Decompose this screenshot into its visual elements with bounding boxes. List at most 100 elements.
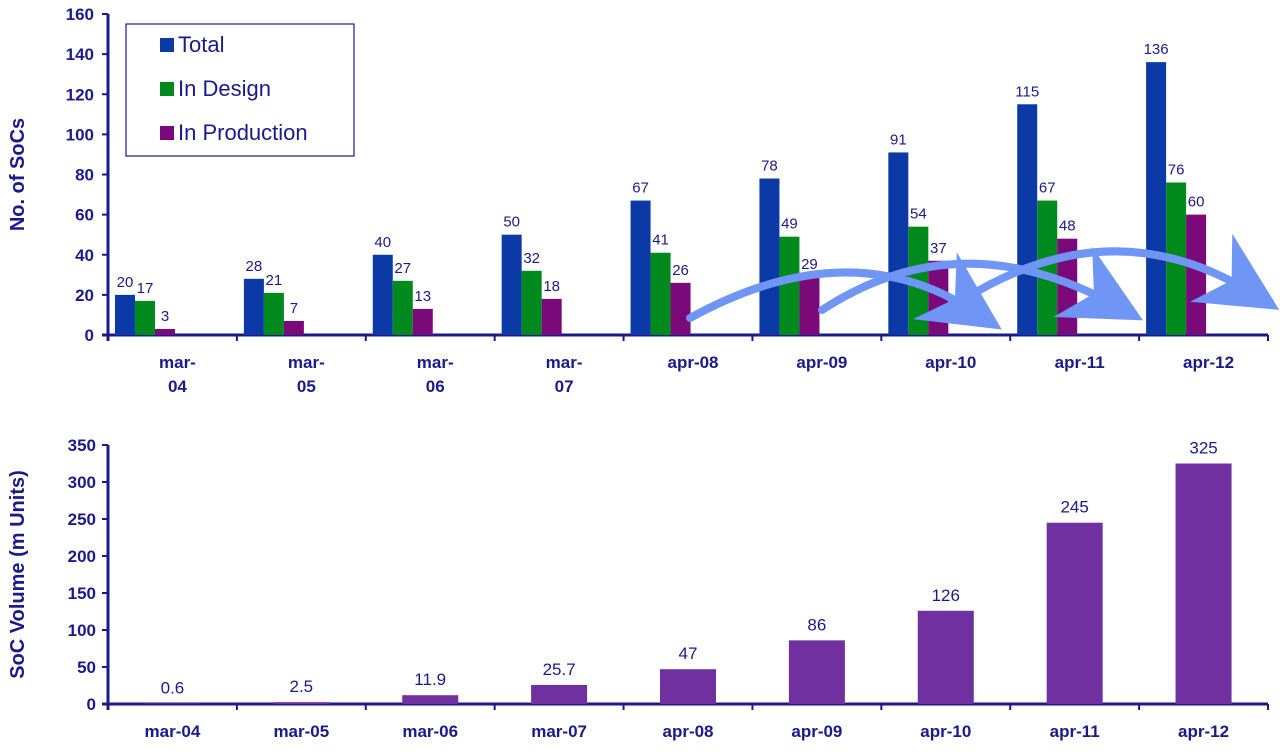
trend-arrows	[686, 233, 1280, 330]
data-label: 49	[781, 216, 798, 233]
x-tick-label: apr-08	[667, 353, 718, 372]
data-label: 2.5	[290, 677, 314, 696]
data-label: 18	[543, 278, 560, 295]
data-label: 126	[932, 586, 960, 605]
x-tick-label: apr-12	[1178, 722, 1229, 741]
data-label: 41	[652, 232, 669, 249]
x-tick-label: mar-05	[288, 353, 325, 396]
bar-in-production	[541, 298, 562, 335]
bar-soc-volume	[788, 640, 845, 704]
data-label: 76	[1168, 162, 1185, 179]
data-label: 78	[761, 158, 778, 175]
curved-arrow	[954, 233, 1280, 310]
bar-total	[1146, 62, 1167, 336]
bar-in-production	[670, 282, 691, 335]
chart-bottom: 0 50 100 150 200 250 300 350 mar-04 mar-05 mar-06 m…	[7, 436, 1269, 741]
x-tick-label: mar-05	[273, 722, 329, 741]
x-tick-label: apr-11	[1055, 353, 1105, 372]
bar-soc-volume	[1046, 522, 1103, 704]
bar-in-design	[521, 270, 542, 335]
y-axis-title-bottom: SoC Volume (m Units)	[7, 470, 29, 679]
y-tick-label: 50	[77, 658, 96, 677]
data-label: 48	[1059, 218, 1076, 235]
x-tick-label: apr-10	[920, 722, 971, 741]
data-label: 20	[117, 274, 134, 291]
data-label: 13	[414, 288, 431, 305]
y-tick-label: 120	[66, 85, 94, 104]
data-label: 40	[374, 234, 391, 251]
legend-label: Total	[178, 32, 224, 57]
bar-soc-volume	[273, 702, 330, 704]
y-tick-label: 150	[68, 584, 96, 603]
bar-total	[630, 200, 651, 335]
x-tick-label: mar-04	[159, 353, 196, 396]
data-label: 86	[807, 615, 826, 634]
data-label: 115	[1015, 83, 1039, 100]
data-label: 245	[1060, 498, 1088, 517]
legend-swatch	[160, 82, 174, 96]
x-tick-label: apr-12	[1183, 353, 1234, 372]
bar-in-design	[392, 280, 413, 335]
x-tick-label: apr-09	[796, 353, 847, 372]
legend-swatch	[160, 126, 174, 140]
bar-total	[759, 178, 780, 335]
x-tick-label: mar-07	[531, 722, 587, 741]
y-tick-label: 140	[66, 45, 94, 64]
x-tick-label: apr-10	[925, 353, 976, 372]
data-label: 17	[137, 280, 154, 297]
bar-soc-volume	[660, 669, 716, 704]
bar-soc-volume	[1175, 463, 1232, 704]
y-tick-label: 0	[85, 326, 94, 345]
bar-in-design	[263, 292, 284, 335]
x-tick-label: mar-06	[402, 722, 458, 741]
data-label: 28	[246, 258, 263, 275]
x-tick-label: mar-07	[546, 353, 583, 396]
bar-in-production	[799, 276, 820, 335]
y-tick-label: 100	[66, 125, 94, 144]
bar-total	[115, 294, 135, 335]
data-label: 91	[890, 131, 907, 148]
y-tick-label: 0	[87, 695, 96, 714]
data-label: 21	[266, 272, 283, 289]
bar-in-production	[155, 328, 175, 335]
data-label: 0.6	[161, 679, 185, 698]
chart-top: 0 20 40 60 80 100 120 140 160 mar-04 mar-05 mar-06 m…	[7, 5, 1280, 396]
data-label: 50	[503, 214, 520, 231]
bar-in-design	[135, 300, 155, 335]
data-label: 325	[1189, 439, 1217, 458]
bar-total	[888, 152, 909, 335]
y-tick-label: 200	[68, 547, 96, 566]
y-tick-label: 40	[75, 246, 94, 265]
curved-arrow	[818, 246, 1144, 321]
data-label: 67	[1039, 180, 1056, 197]
y-tick-label: 100	[68, 621, 96, 640]
bar-in-production	[1186, 214, 1207, 335]
data-label: 136	[1144, 41, 1169, 58]
y-axis-title-top: No. of SoCs	[7, 118, 29, 231]
legend-label: In Production	[178, 120, 308, 145]
y-tick-label: 60	[75, 206, 94, 225]
data-label: 67	[632, 180, 649, 197]
data-label: 60	[1188, 194, 1205, 211]
bar-total	[243, 278, 264, 335]
legend-swatch	[160, 38, 174, 52]
x-tick-label: apr-09	[791, 722, 842, 741]
data-label: 7	[290, 300, 298, 317]
data-label: 37	[930, 240, 947, 257]
bar-total	[501, 234, 522, 335]
y-tick-label: 300	[68, 473, 96, 492]
y-tick-label: 250	[68, 510, 96, 529]
y-tick-label: 80	[75, 166, 94, 185]
bar-in-design	[650, 252, 671, 335]
data-label: 3	[161, 308, 169, 325]
bar-total	[372, 254, 393, 335]
bar-in-design	[779, 236, 800, 335]
data-label: 26	[672, 262, 689, 279]
curved-arrow	[686, 252, 1002, 330]
bar-soc-volume	[531, 684, 588, 704]
data-label: 27	[394, 260, 411, 277]
bar-total	[1017, 104, 1038, 335]
x-tick-label: apr-08	[662, 722, 713, 741]
